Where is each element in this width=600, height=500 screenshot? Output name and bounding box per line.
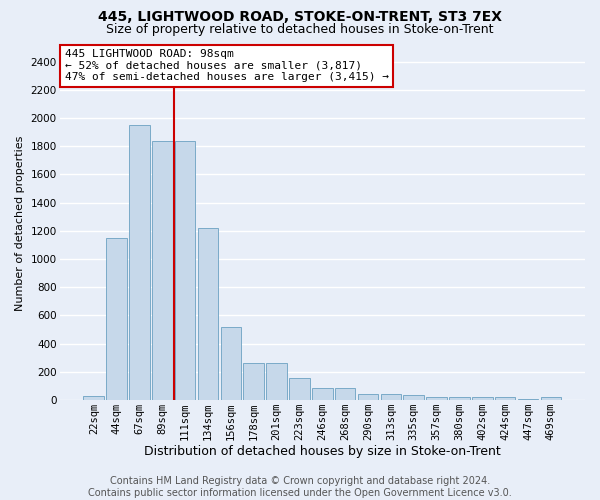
Text: Size of property relative to detached houses in Stoke-on-Trent: Size of property relative to detached ho… [106, 22, 494, 36]
Bar [221, 326, 241, 400]
Y-axis label: Number of detached properties: Number of detached properties [15, 136, 25, 312]
Bar [312, 388, 332, 400]
Bar [244, 362, 264, 400]
Bar [335, 388, 355, 400]
Bar [403, 395, 424, 400]
Bar [426, 397, 447, 400]
Bar [198, 228, 218, 400]
Text: Contains HM Land Registry data © Crown copyright and database right 2024.
Contai: Contains HM Land Registry data © Crown c… [88, 476, 512, 498]
Bar [129, 125, 150, 400]
Bar [495, 397, 515, 400]
Bar [358, 394, 378, 400]
Bar [266, 362, 287, 400]
X-axis label: Distribution of detached houses by size in Stoke-on-Trent: Distribution of detached houses by size … [144, 444, 500, 458]
Bar [472, 397, 493, 400]
Text: 445 LIGHTWOOD ROAD: 98sqm
← 52% of detached houses are smaller (3,817)
47% of se: 445 LIGHTWOOD ROAD: 98sqm ← 52% of detac… [65, 50, 389, 82]
Bar [106, 238, 127, 400]
Bar [541, 397, 561, 400]
Bar [152, 140, 173, 400]
Text: 445, LIGHTWOOD ROAD, STOKE-ON-TRENT, ST3 7EX: 445, LIGHTWOOD ROAD, STOKE-ON-TRENT, ST3… [98, 10, 502, 24]
Bar [380, 394, 401, 400]
Bar [83, 396, 104, 400]
Bar [289, 378, 310, 400]
Bar [449, 397, 470, 400]
Bar [175, 140, 196, 400]
